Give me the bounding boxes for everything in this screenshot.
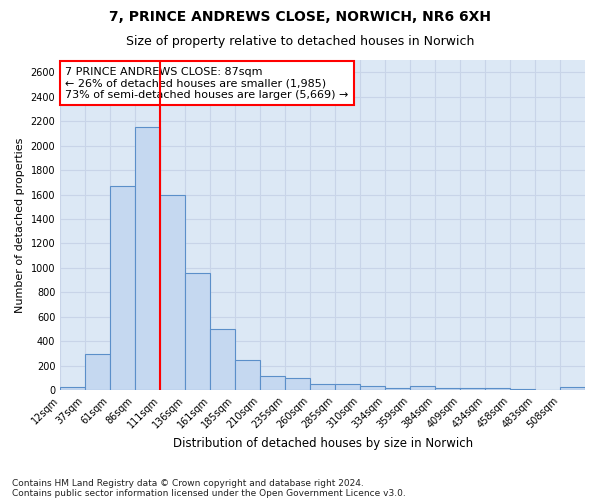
Bar: [60, 387, 85, 390]
Bar: [335, 384, 360, 390]
Bar: [110, 186, 135, 390]
Bar: [435, 388, 460, 390]
Bar: [260, 376, 285, 390]
Text: 7 PRINCE ANDREWS CLOSE: 87sqm
← 26% of detached houses are smaller (1,985)
73% o: 7 PRINCE ANDREWS CLOSE: 87sqm ← 26% of d…: [65, 66, 349, 100]
Bar: [285, 378, 310, 390]
Bar: [85, 354, 110, 391]
Bar: [360, 386, 385, 390]
Bar: [310, 384, 335, 390]
Bar: [510, 389, 535, 390]
Bar: [235, 360, 260, 390]
Bar: [460, 388, 485, 390]
Text: Contains public sector information licensed under the Open Government Licence v3: Contains public sector information licen…: [12, 488, 406, 498]
Text: Size of property relative to detached houses in Norwich: Size of property relative to detached ho…: [126, 35, 474, 48]
Bar: [410, 386, 435, 390]
Bar: [385, 388, 410, 390]
Bar: [135, 128, 160, 390]
Bar: [485, 388, 510, 390]
Text: Contains HM Land Registry data © Crown copyright and database right 2024.: Contains HM Land Registry data © Crown c…: [12, 478, 364, 488]
Text: 7, PRINCE ANDREWS CLOSE, NORWICH, NR6 6XH: 7, PRINCE ANDREWS CLOSE, NORWICH, NR6 6X…: [109, 10, 491, 24]
X-axis label: Distribution of detached houses by size in Norwich: Distribution of detached houses by size …: [173, 437, 473, 450]
Bar: [185, 273, 210, 390]
Bar: [160, 194, 185, 390]
Bar: [210, 329, 235, 390]
Bar: [560, 387, 585, 390]
Y-axis label: Number of detached properties: Number of detached properties: [15, 138, 25, 313]
